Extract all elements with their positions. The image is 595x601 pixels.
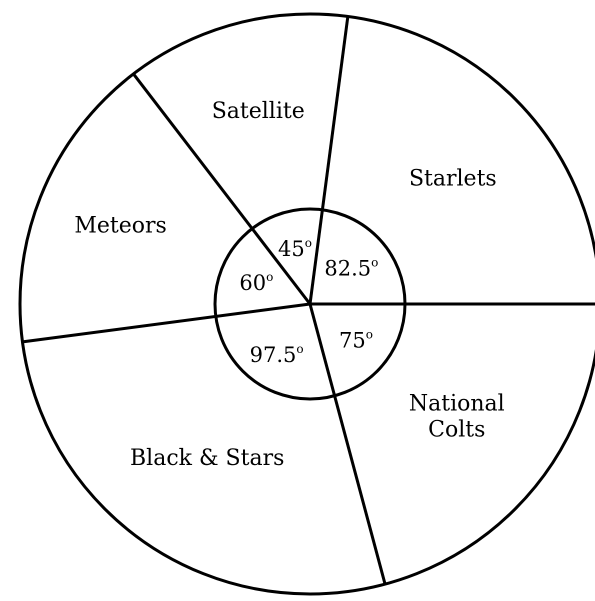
angle-label: 97.5o bbox=[250, 342, 304, 367]
slice-label: Meteors bbox=[74, 214, 166, 239]
inner-circle bbox=[213, 207, 407, 401]
slice-divider bbox=[132, 73, 312, 305]
angle-label: 82.5o bbox=[324, 256, 378, 281]
slice-dividers bbox=[22, 16, 595, 585]
slice-divider bbox=[22, 302, 311, 344]
slice-label: Black & Stars bbox=[130, 446, 284, 471]
slice-labels: Starlets Satellite Meteors Black & Stars Nat… bbox=[74, 99, 504, 471]
slice-divider bbox=[308, 16, 350, 305]
slice-divider bbox=[308, 303, 387, 585]
angle-label: 60o bbox=[239, 270, 273, 295]
slice-label: Starlets bbox=[409, 167, 497, 192]
angle-label: 75o bbox=[339, 327, 373, 352]
slice-label: National Colts bbox=[409, 392, 505, 443]
angle-label: 45o bbox=[278, 236, 312, 261]
slice-label: Satellite bbox=[212, 99, 305, 124]
